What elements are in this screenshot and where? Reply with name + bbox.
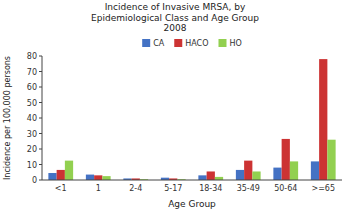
x-tick-label: >=65 xyxy=(311,184,335,193)
bar xyxy=(86,175,94,180)
y-tick-label: 60 xyxy=(27,83,37,92)
legend: CA HACO HO xyxy=(142,39,242,48)
x-tick-label: 5-17 xyxy=(164,184,182,193)
bar xyxy=(282,139,290,180)
y-tick-label: 10 xyxy=(27,161,37,170)
x-tick-label: 50-64 xyxy=(274,184,297,193)
y-tick xyxy=(39,164,42,165)
y-tick xyxy=(39,56,42,57)
y-tick-label: 20 xyxy=(27,145,37,154)
bar xyxy=(102,176,110,180)
y-tick xyxy=(39,87,42,88)
x-axis-label: Age Group xyxy=(168,199,216,209)
bar xyxy=(48,173,56,180)
x-tick-label: 18-34 xyxy=(199,184,222,193)
bar xyxy=(319,59,327,180)
y-tick-label: 70 xyxy=(27,68,37,77)
chart: Incidence of Invasive MRSA, byEpidemiolo… xyxy=(0,0,350,220)
y-tick-label: 80 xyxy=(27,52,37,61)
y-tick xyxy=(39,102,42,103)
bar xyxy=(207,171,215,180)
x-tick-label: 1 xyxy=(96,184,101,193)
legend-swatch xyxy=(174,39,182,47)
bar xyxy=(94,175,102,180)
y-tick-label: 50 xyxy=(27,99,37,108)
bar xyxy=(273,168,281,180)
legend-swatch xyxy=(218,39,226,47)
bar xyxy=(290,161,298,180)
x-tick-label: 2-4 xyxy=(129,184,142,193)
bar xyxy=(236,170,244,180)
bar xyxy=(244,161,252,180)
title: Incidence of Invasive MRSA, byEpidemiolo… xyxy=(91,2,259,33)
bar xyxy=(252,171,260,180)
y-tick xyxy=(39,149,42,150)
y-axis-label: Incidence per 100,000 persons xyxy=(3,56,12,180)
title-line: Epidemiological Class and Age Group xyxy=(91,13,259,23)
y-tick xyxy=(39,118,42,119)
y-tick xyxy=(39,71,42,72)
y-tick xyxy=(39,133,42,134)
y-tick xyxy=(39,180,42,181)
bar xyxy=(198,175,206,180)
bar xyxy=(65,161,73,180)
x-tick-label: 35-49 xyxy=(237,184,260,193)
bar xyxy=(311,161,319,180)
legend-label: HO xyxy=(229,39,241,48)
legend-label: HACO xyxy=(185,39,208,48)
bars xyxy=(48,59,335,180)
legend-swatch xyxy=(142,39,150,47)
bar xyxy=(57,170,65,180)
legend-label: CA xyxy=(153,39,165,48)
y-tick-label: 0 xyxy=(32,176,37,185)
x-tick-label: <1 xyxy=(55,184,67,193)
title-line: 2008 xyxy=(164,23,187,33)
y-tick-label: 40 xyxy=(27,114,37,123)
y-tick-label: 30 xyxy=(27,130,37,139)
title-line: Incidence of Invasive MRSA, by xyxy=(105,2,246,12)
bar xyxy=(327,140,335,180)
x-axis-line xyxy=(42,180,342,181)
